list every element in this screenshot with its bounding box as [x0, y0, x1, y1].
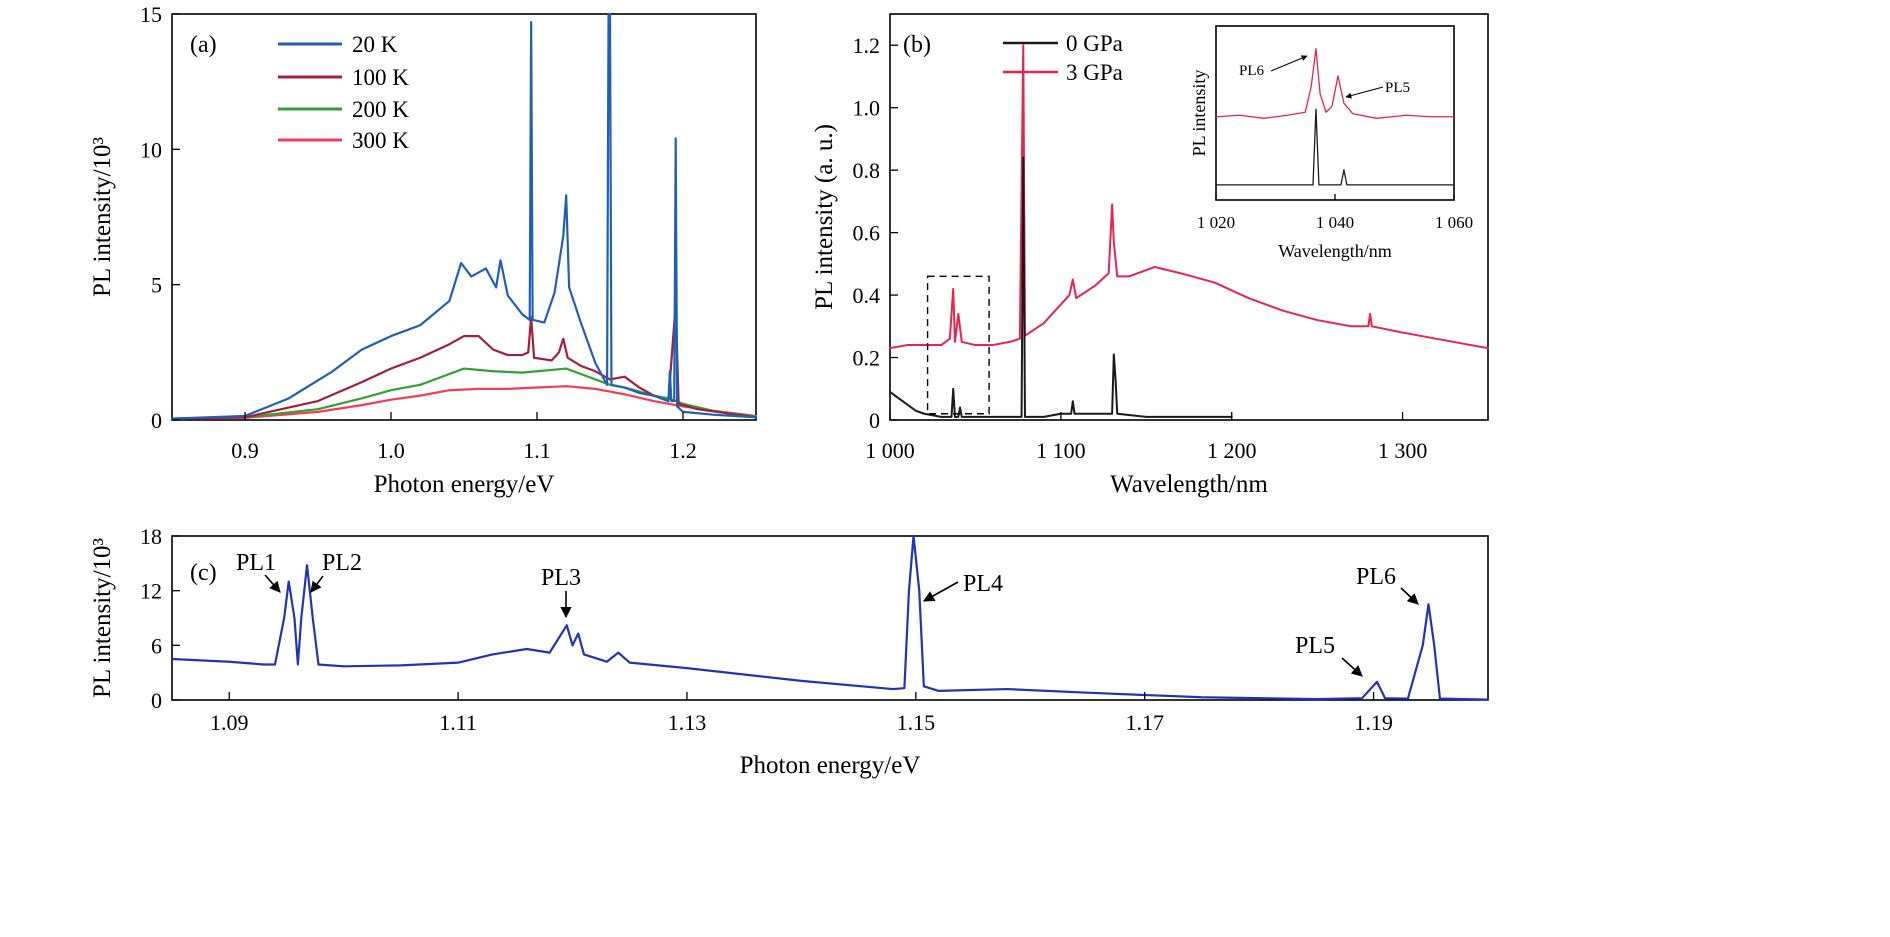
inset-annotation-pl5: PL5	[1385, 80, 1410, 96]
inset-annotation-pl6: PL6	[1239, 63, 1265, 79]
panel-b-xlabel: Wavelength/nm	[1110, 471, 1268, 498]
panel-b-inset: 1 020 1 040 1 060 Wavelength/nm PL intensi…	[1189, 25, 1473, 261]
annotation-pl1: PL1	[236, 550, 276, 576]
inset-xtick-label-1: 1 040	[1316, 213, 1354, 232]
panel-b-series-0-gpa	[889, 156, 1233, 418]
panel-a-legend: 20 K 100 K 200 K 300 K	[278, 32, 409, 153]
inset-ticks: 1 020 1 040 1 060	[1197, 194, 1473, 232]
panel-c-xtick-label-4: 1.17	[1125, 710, 1164, 735]
panel-b-legend: 0 GPa 3 GPa	[1003, 31, 1123, 85]
panel-c-frame	[171, 535, 1489, 701]
panel-b-ytick-label-5: 1.0	[853, 96, 881, 121]
panel-c-ytick-label-0: 0	[151, 688, 162, 713]
panel-a-xtick-label-3: 1.2	[669, 438, 697, 463]
panel-a-series	[170, 12, 758, 420]
panel-c-xlabel: Photon energy/eV	[740, 752, 921, 779]
inset-series-3-gpa	[1215, 48, 1455, 119]
panel-c-series-20-k	[170, 534, 1490, 701]
panel-a-xtick-label-1: 1.0	[377, 438, 405, 463]
panel-b-xtick-label-3: 1 300	[1378, 438, 1428, 463]
panel-b-ytick-label-0: 0	[869, 408, 880, 433]
panel-c-label: (c)	[190, 560, 217, 586]
panel-b-highlight-box	[926, 275, 990, 415]
panel-a-series-20-k	[170, 12, 758, 420]
panel-c: 1.09 1.11 1.13 1.15 1.17 1.19 0 6 12 18 (c) Photo…	[89, 524, 1490, 779]
inset-series	[1215, 48, 1455, 186]
inset-arrow-pl5	[1345, 86, 1384, 99]
panel-b-xtick-label-1: 1 100	[1036, 438, 1086, 463]
panel-a-series-300-k	[170, 385, 758, 420]
annotation-pl3: PL3	[541, 565, 581, 591]
legend-label-0gpa: 0 GPa	[1066, 31, 1123, 56]
legend-label-200k: 200 K	[352, 97, 409, 122]
panel-c-ytick-label-1: 6	[151, 633, 162, 658]
panel-b: 1 000 1 100 1 200 1 30000.20.40.60.81.01.2 …	[811, 13, 1489, 498]
inset-xtick-label-2: 1 060	[1435, 213, 1473, 232]
panel-a-ytick-label-2: 10	[140, 137, 162, 162]
panel-b-xtick-label-0: 1 000	[865, 438, 915, 463]
arrow-pl6	[1400, 587, 1419, 605]
annotation-pl6: PL6	[1356, 564, 1396, 590]
arrow-pl2	[310, 575, 324, 593]
annotation-pl5: PL5	[1295, 633, 1335, 659]
panel-b-series-3-gpa	[889, 44, 1489, 350]
panel-c-ytick-label-3: 18	[140, 524, 162, 549]
panel-a-ytick-label-1: 5	[151, 273, 162, 298]
inset-frame	[1215, 25, 1455, 201]
panel-b-series	[889, 44, 1489, 418]
inset-series-0-gpa	[1215, 108, 1455, 186]
panel-b-ytick-label-6: 1.2	[853, 33, 881, 58]
inset-arrow-pl6	[1270, 55, 1308, 72]
inset-xlabel: Wavelength/nm	[1278, 241, 1392, 261]
arrow-pl1	[264, 574, 281, 593]
panel-c-xtick-label-3: 1.15	[897, 710, 936, 735]
panel-a-label: (a)	[190, 32, 217, 58]
panel-a-xtick-label-2: 1.1	[523, 438, 551, 463]
legend-label-20k: 20 K	[352, 32, 398, 57]
arrow-pl5	[1341, 657, 1363, 677]
panel-b-xtick-label-2: 1 200	[1207, 438, 1257, 463]
panel-a-xlabel: Photon energy/eV	[374, 471, 555, 498]
panel-b-ticks: 1 000 1 100 1 200 1 300 0 0.2 0.4 0.6 0.8 1.0 1.2	[853, 33, 1428, 463]
panel-c-annotations: PL1 PL2 PL3 PL4 PL5 PL6	[236, 550, 1419, 677]
panel-b-ytick-label-3: 0.6	[853, 221, 881, 246]
panel-b-frame	[889, 13, 1489, 421]
arrow-pl4	[923, 581, 959, 602]
panel-c-series	[170, 534, 1490, 701]
panel-b-ytick-label-1: 0.2	[853, 346, 881, 371]
panel-b-ytick-label-2: 0.4	[853, 283, 881, 308]
panel-c-xtick-label-1: 1.11	[439, 710, 477, 735]
panel-a-ylabel: PL intensity/10³	[89, 136, 116, 297]
panel-b-ytick-label-4: 0.8	[853, 158, 881, 183]
annotation-pl2: PL2	[322, 550, 362, 576]
panel-a-ytick-label-0: 0	[151, 408, 162, 433]
panel-b-ylabel: PL intensity (a. u.)	[811, 124, 838, 310]
panel-a-ytick-label-3: 15	[140, 2, 162, 27]
legend-label-100k: 100 K	[352, 65, 409, 90]
legend-label-3gpa: 3 GPa	[1066, 60, 1123, 85]
panel-c-xtick-label-0: 1.09	[210, 710, 249, 735]
panel-c-xtick-label-5: 1.19	[1354, 710, 1393, 735]
panel-a-xtick-label-0: 0.9	[231, 438, 259, 463]
panel-c-xtick-label-2: 1.13	[668, 710, 707, 735]
panel-c-ylabel: PL intensity/10³	[89, 537, 116, 698]
inset-xtick-label-0: 1 020	[1197, 213, 1235, 232]
panel-a-frame	[171, 13, 757, 421]
panel-a-ticks: 0.9 1.0 1.1 1.2 0 5 10 15	[140, 2, 697, 463]
panel-c-ticks: 1.09 1.11 1.13 1.15 1.17 1.19 0 6 12 18	[140, 524, 1393, 735]
panel-b-label: (b)	[903, 32, 931, 58]
annotation-pl4: PL4	[963, 571, 1003, 597]
legend-label-300k: 300 K	[352, 128, 409, 153]
inset-ylabel: PL intensity	[1189, 70, 1209, 157]
panel-c-ytick-label-2: 12	[140, 579, 162, 604]
